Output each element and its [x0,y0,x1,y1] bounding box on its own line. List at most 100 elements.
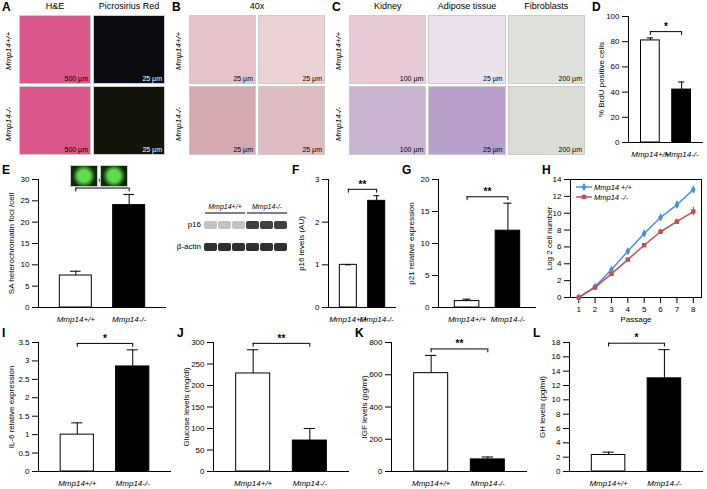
svg-text:6: 6 [556,424,561,433]
svg-text:0: 0 [378,467,383,476]
svg-text:0: 0 [25,467,30,476]
svg-text:p21 relative expression: p21 relative expression [407,202,416,284]
svg-text:400: 400 [369,403,383,412]
svg-text:3: 3 [25,356,30,365]
svg-text:p16 levels (AU): p16 levels (AU) [297,216,306,271]
svg-text:Mmp14-/-: Mmp14-/- [360,315,395,324]
svg-text:30: 30 [21,175,30,184]
svg-text:Mmp14+/+: Mmp14+/+ [448,315,487,324]
svg-text:7: 7 [675,305,680,314]
svg-text:10: 10 [421,239,430,248]
svg-text:Mmp14-/-: Mmp14-/- [471,479,506,488]
svg-text:1: 1 [576,305,581,314]
svg-text:Glucose levels (mg/dl): Glucose levels (mg/dl) [182,367,191,446]
svg-text:2: 2 [315,218,320,227]
svg-text:% BrdU positive cells: % BrdU positive cells [597,42,606,117]
svg-text:15: 15 [421,207,430,216]
svg-text:200: 200 [191,381,205,390]
svg-text:Log 2 cell number: Log 2 cell number [545,206,554,270]
svg-text:2: 2 [25,393,30,402]
svg-text:0: 0 [557,293,562,302]
svg-text:2: 2 [557,276,562,285]
svg-text:Mmp14+/+: Mmp14+/+ [589,479,628,488]
svg-text:Mmp14+/+: Mmp14+/+ [208,203,241,211]
svg-text:4: 4 [626,305,631,314]
svg-text:*: * [103,333,107,344]
svg-text:**: ** [278,333,286,344]
svg-text:16: 16 [552,352,561,361]
svg-text:300: 300 [191,338,205,347]
svg-text:0: 0 [200,467,205,476]
svg-text:3: 3 [315,175,320,184]
svg-text:5: 5 [25,282,30,291]
svg-text:Mmp14+/+: Mmp14+/+ [57,315,96,324]
svg-text:14: 14 [552,367,561,376]
svg-text:6: 6 [658,305,663,314]
svg-text:IGF levels (pg/ml): IGF levels (pg/ml) [360,375,369,438]
svg-text:Mmp14-/-: Mmp14-/- [116,479,151,488]
svg-text:2: 2 [593,305,598,314]
svg-text:14: 14 [553,175,562,184]
svg-text:**: ** [484,186,492,197]
svg-text:100: 100 [191,424,205,433]
svg-text:4: 4 [556,438,561,447]
svg-text:3.5: 3.5 [18,338,30,347]
svg-text:**: ** [359,179,367,190]
svg-text:20: 20 [21,218,30,227]
svg-text:600: 600 [369,370,383,379]
svg-text:25: 25 [21,196,30,205]
svg-text:0: 0 [315,303,320,312]
svg-text:**: ** [456,338,464,349]
svg-text:3: 3 [609,305,614,314]
svg-text:SA heterochromatin foci /cell: SA heterochromatin foci /cell [7,193,16,295]
svg-text:Mmp14-/-: Mmp14-/- [252,203,283,211]
svg-text:18: 18 [552,338,561,347]
svg-text:8: 8 [556,410,561,419]
svg-text:Mmp14-/-: Mmp14-/- [665,150,700,159]
svg-text:Mmp14-/-: Mmp14-/- [647,479,682,488]
svg-text:50: 50 [196,446,205,455]
svg-text:0: 0 [425,303,430,312]
svg-text:Mmp14-/-: Mmp14-/- [293,479,328,488]
svg-text:12: 12 [553,192,562,201]
svg-text:Mmp14-/-: Mmp14-/- [112,315,147,324]
svg-text:p16: p16 [188,220,202,229]
svg-text:20: 20 [611,113,620,122]
svg-text:1: 1 [315,260,320,269]
svg-text:Mmp14-/-: Mmp14-/- [491,315,526,324]
svg-text:20: 20 [421,175,430,184]
svg-text:2: 2 [556,453,561,462]
svg-text:1.5: 1.5 [18,412,30,421]
svg-text:1: 1 [25,430,30,439]
svg-text:Passage: Passage [620,315,652,324]
svg-text:0: 0 [556,467,561,476]
svg-text:*: * [635,332,639,343]
svg-text:IL-6 relative expression: IL-6 relative expression [7,366,16,449]
svg-text:Mmp14+/+: Mmp14+/+ [234,479,273,488]
svg-text:0.5: 0.5 [18,449,30,458]
svg-text:8: 8 [691,305,696,314]
svg-text:100: 100 [606,12,620,21]
svg-text:Mmp14+/+: Mmp14+/+ [58,479,97,488]
svg-text:60: 60 [611,62,620,71]
svg-text:5: 5 [425,271,430,280]
svg-text:*: * [664,21,668,32]
svg-text:Mmp14+/+: Mmp14+/+ [412,479,451,488]
svg-text:40: 40 [611,88,620,97]
svg-text:0: 0 [615,138,620,147]
svg-text:150: 150 [191,403,205,412]
svg-text:4: 4 [557,259,562,268]
svg-text:250: 250 [191,360,205,369]
svg-text:10: 10 [552,395,561,404]
svg-text:80: 80 [611,37,620,46]
svg-text:10: 10 [21,260,30,269]
svg-text:200: 200 [369,435,383,444]
svg-text:5: 5 [642,305,647,314]
svg-text:2.5: 2.5 [18,375,30,384]
svg-text:6: 6 [557,242,562,251]
svg-text:12: 12 [552,381,561,390]
svg-text:800: 800 [369,338,383,347]
svg-text:0: 0 [25,303,30,312]
svg-text:β-actin: β-actin [177,242,201,251]
svg-text:15: 15 [21,239,30,248]
